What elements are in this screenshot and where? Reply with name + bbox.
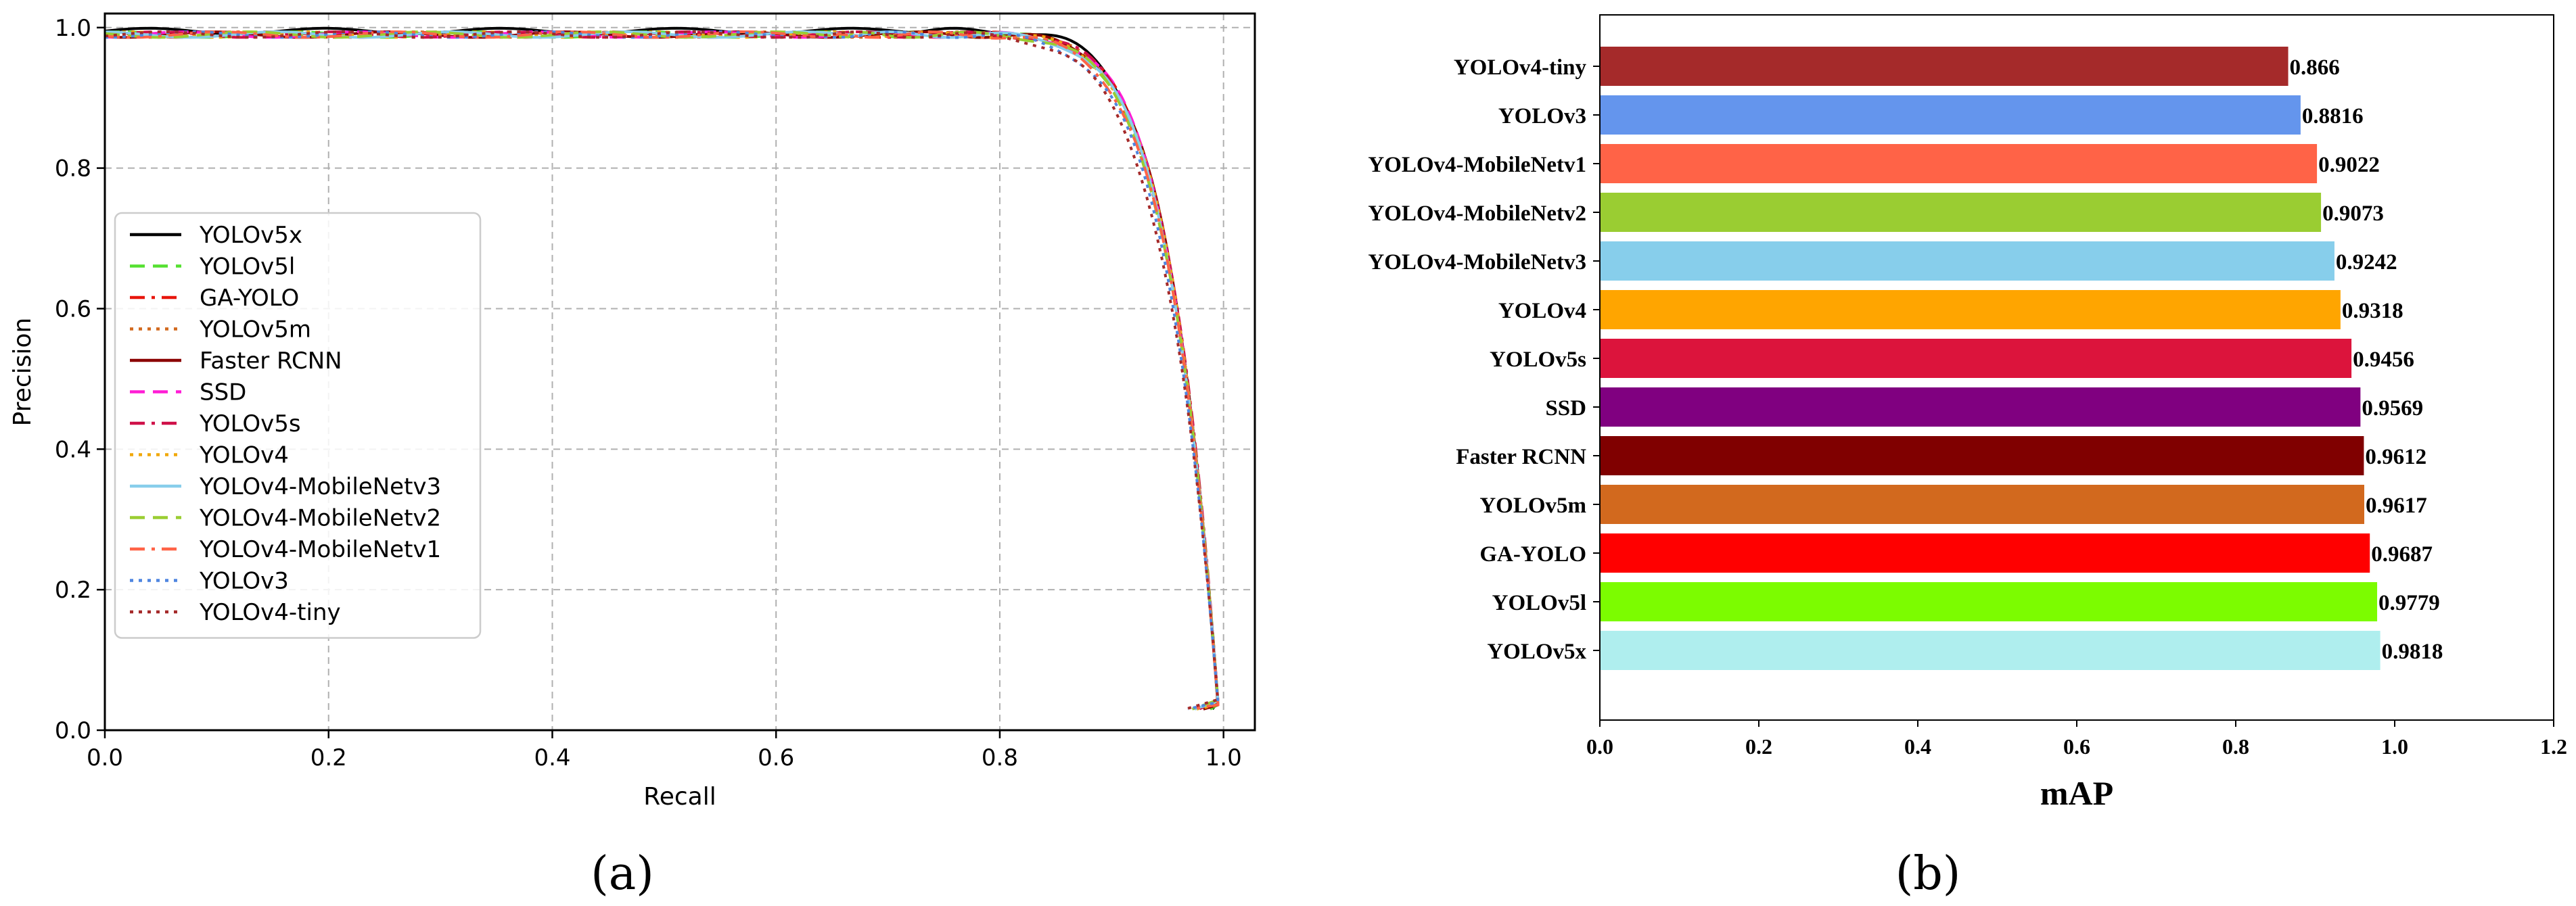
map-x-tick-label: 0.0 [1586,734,1613,759]
pr-legend-box [114,212,482,639]
pr-ticks: 0.0 0.2 0.4 0.6 0.8 1.0 0.0 0.2 0.4 0.6 0.8 1.0 [55,15,1242,771]
map-value-label: 0.9818 [2382,640,2443,664]
map-x-axis-label: mAP [2040,774,2113,812]
pr-y-tick-label: 1.0 [55,15,91,42]
pr-legend-label: YOLOv4-MobileNetv1 [199,536,441,563]
pr-legend-label: Faster RCNN [200,348,342,375]
map-x-tick-label: 1.2 [2540,734,2567,759]
map-bar-yolov5l [1600,582,2378,621]
pr-plot-frame [104,12,1256,732]
pr-curve-yolov4-mobilenetv1 [104,30,1220,711]
map-category-label: Faster RCNN [1456,445,1586,469]
pr-x-tick-label: 0.6 [758,744,794,771]
map-value-label: 0.9073 [2322,201,2384,226]
map-category-label: GA-YOLO [1479,542,1586,567]
map-category-label: YOLOv4-MobileNetv3 [1368,250,1586,275]
pr-legend-label: YOLOv4-MobileNetv3 [199,473,441,500]
pr-x-tick-label: 1.0 [1205,744,1242,771]
map-value-label: 0.9612 [2365,445,2426,469]
map-x-tick-label: 0.6 [2063,734,2090,759]
map-value-label: 0.8816 [2302,104,2364,128]
pr-y-tick-label: 0.2 [55,577,91,604]
map-bar-yolov4-mobilenetv1 [1600,144,2318,183]
map-category-label: YOLOv4-MobileNetv1 [1368,153,1586,177]
pr-legend-label: SSD [200,379,246,406]
map-bar-yolov5m [1600,485,2364,524]
pr-legend-label: YOLOv3 [199,568,289,595]
map-value-label: 0.9022 [2318,153,2380,177]
map-bar-yolov5s [1600,339,2352,378]
map-bar-faster-rcnn [1600,436,2364,475]
map-bar-ga-yolo [1600,533,2370,573]
map-ticks: 0.0 0.2 0.4 0.6 0.8 1.0 1.2 [1586,720,2567,759]
pr-x-axis-label: Recall [643,783,716,811]
pr-curve-yolov3 [105,30,1220,711]
pr-legend-label: YOLOv5l [199,254,295,281]
pr-x-tick-label: 0.0 [87,744,123,771]
caption-a: (a) [591,847,654,901]
map-bar-yolov4-mobilenetv3 [1600,241,2334,281]
pr-legend-label: GA-YOLO [200,285,299,312]
map-bar-chart: YOLOv4-tiny 0.866 YOLOv3 0.8816 YOLOv4-Mobil… [1368,14,2567,901]
map-category-label: SSD [1545,396,1586,421]
pr-x-tick-label: 0.8 [982,744,1018,771]
pr-y-tick-label: 0.6 [55,295,91,323]
map-category-label: YOLOv4-tiny [1454,55,1587,80]
pr-y-tick-label: 0.0 [55,717,91,744]
map-bars: YOLOv4-tiny 0.866 YOLOv3 0.8816 YOLOv4-Mobil… [1368,47,2443,670]
map-bar-yolov4 [1600,290,2341,329]
map-category-label: YOLOv5x [1487,640,1586,664]
pr-legend-label: YOLOv5x [199,222,302,249]
map-x-tick-label: 0.4 [1904,734,1931,759]
map-category-label: YOLOv5l [1492,591,1586,615]
pr-legend-label: YOLOv5s [199,410,301,437]
pr-y-axis-label: Precision [9,318,37,427]
pr-curves [104,26,1220,711]
map-category-label: YOLOv3 [1498,104,1586,128]
map-category-label: YOLOv4-MobileNetv2 [1368,201,1586,226]
map-bar-yolov4-mobilenetv2 [1600,193,2322,232]
pr-legend-label: YOLOv4-tiny [199,599,341,626]
map-bar-yolov3 [1600,95,2301,135]
pr-y-tick-label: 0.8 [55,156,91,183]
pr-x-tick-label: 0.2 [310,744,347,771]
map-value-label: 0.9456 [2353,348,2414,372]
pr-y-tick-label: 0.4 [55,436,91,463]
map-value-label: 0.9617 [2366,494,2427,518]
map-category-label: YOLOv5m [1479,494,1586,518]
pr-legend-label: YOLOv4-MobileNetv2 [199,505,441,532]
map-value-label: 0.9687 [2371,542,2433,567]
pr-legend: YOLOv5x YOLOv5l GA-YOLO YOLOv5m Faster RCNN S… [114,212,482,639]
map-value-label: 0.9318 [2342,299,2404,323]
map-x-tick-label: 0.2 [1745,734,1772,759]
map-bar-yolov4-tiny [1600,47,2288,86]
map-category-label: YOLOv5s [1490,348,1586,372]
map-value-label: 0.866 [2290,55,2340,80]
map-value-label: 0.9242 [2336,250,2397,275]
caption-b: (b) [1895,847,1961,901]
pr-curve-yolov4-tiny [104,30,1220,711]
map-bar-yolov5x [1600,631,2380,670]
pr-curve-chart: 0.0 0.2 0.4 0.6 0.8 1.0 0.0 0.2 0.4 0.6 0.8 1.0 Rec… [9,12,1256,901]
map-value-label: 0.9779 [2378,591,2440,615]
pr-legend-label: YOLOv5m [199,316,311,343]
pr-x-tick-label: 0.4 [534,744,570,771]
map-bar-ssd [1600,387,2361,427]
map-x-tick-label: 0.8 [2222,734,2249,759]
map-value-label: 0.9569 [2362,396,2423,421]
map-x-tick-label: 1.0 [2381,734,2408,759]
pr-legend-label: YOLOv4 [199,442,289,469]
map-category-label: YOLOv4 [1498,299,1586,323]
